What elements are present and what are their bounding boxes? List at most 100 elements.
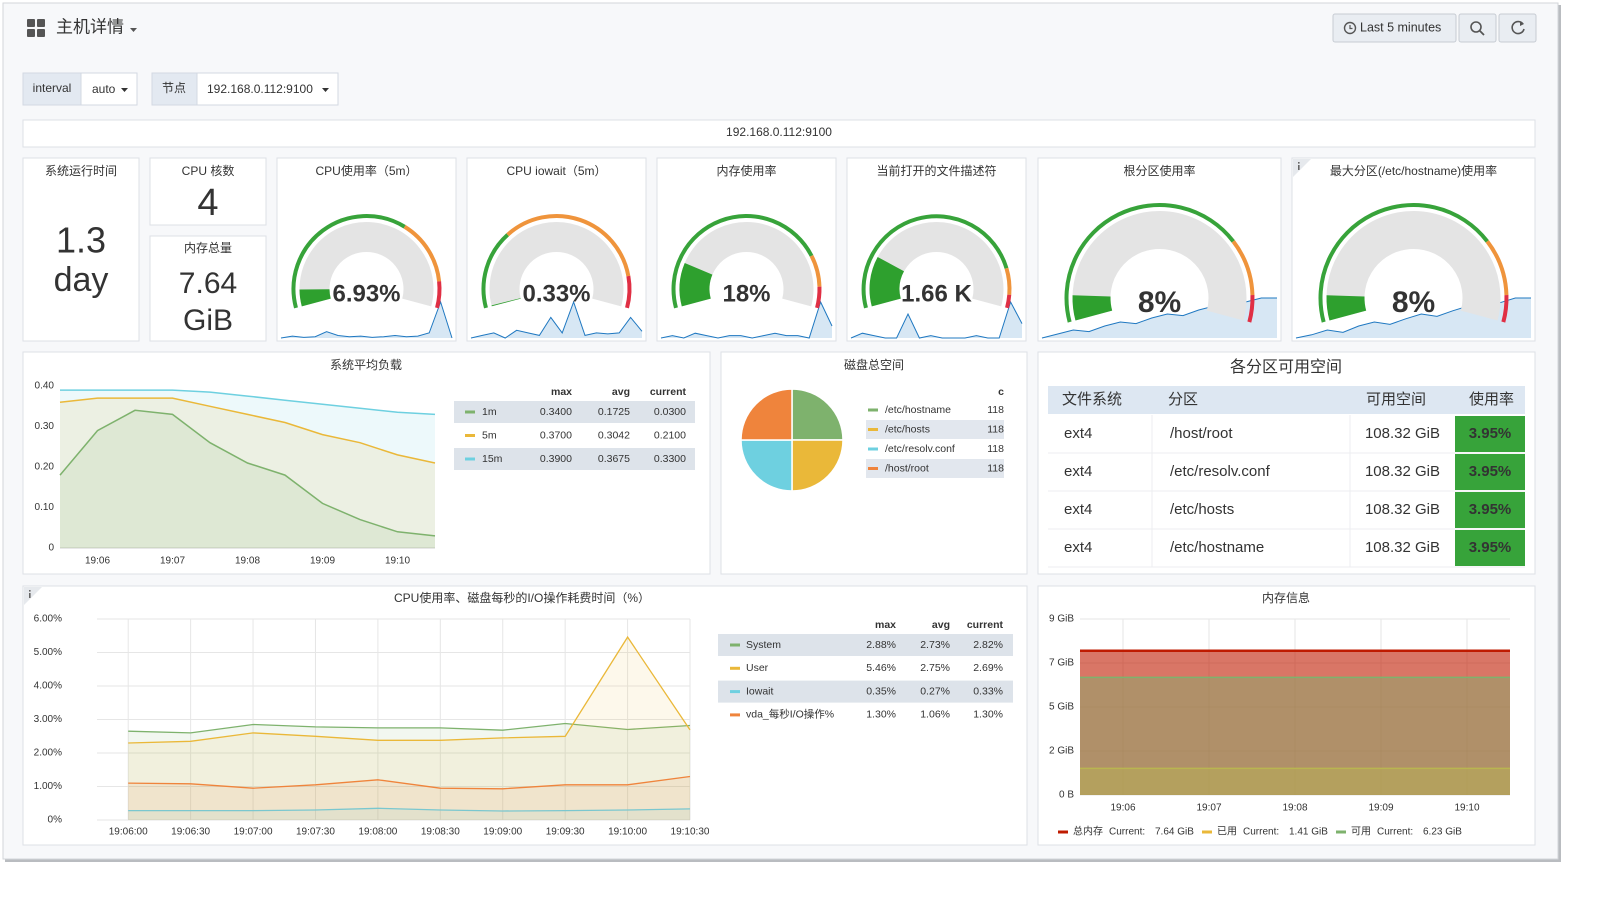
variable-value[interactable]: 192.168.0.112:9100	[207, 82, 313, 96]
variable-select[interactable]	[196, 72, 339, 106]
gauge-threshold	[1318, 203, 1489, 323]
usage-cell-bg	[1455, 454, 1525, 490]
stat-unit: GiB	[183, 304, 233, 337]
info-icon-dot	[1298, 162, 1300, 164]
y-tick-label: 7 GiB	[1049, 658, 1074, 669]
legend-column-header: avg	[932, 619, 950, 631]
x-tick-label: 19:10	[385, 556, 410, 567]
legend-value: 118	[987, 404, 1004, 416]
y-tick-label: 5 GiB	[1049, 702, 1074, 713]
usage-cell-bg	[1455, 416, 1525, 452]
x-tick-label: 19:10:30	[671, 827, 710, 838]
table-cell: 108.32 GiB	[1365, 539, 1440, 556]
gauge-value-arc	[1072, 295, 1113, 321]
stat-value: 4	[197, 182, 218, 224]
y-tick-label: 0.20	[35, 462, 55, 473]
time-range[interactable]: Last 5 minutes	[1360, 20, 1441, 34]
legend-column-header: c	[998, 386, 1004, 398]
time-picker-button[interactable]	[1332, 13, 1457, 43]
gauge-threshold	[1231, 240, 1255, 296]
gauge-threshold	[815, 286, 822, 309]
x-tick-label: 19:06	[1110, 803, 1135, 814]
refresh-button[interactable]	[1498, 13, 1537, 43]
x-tick-label: 19:07:00	[234, 827, 273, 838]
x-tick-label: 19:09:30	[546, 827, 585, 838]
gauge-background	[1072, 211, 1247, 321]
dashboard-icon[interactable]	[27, 19, 45, 37]
x-tick-label: 19:10:00	[608, 827, 647, 838]
table-cell: /etc/resolv.conf	[1170, 463, 1271, 480]
table-column-header: 文件系统	[1062, 391, 1122, 408]
legend-column-header: max	[551, 386, 572, 398]
legend-name: System	[746, 639, 781, 651]
legend-value: 2.73%	[920, 639, 950, 651]
table-cell: /etc/hostname	[1170, 539, 1264, 556]
sparkline	[660, 300, 833, 339]
legend-name: /etc/hosts	[885, 423, 930, 435]
gauge-threshold	[291, 214, 406, 309]
table-cell: ext4	[1064, 425, 1092, 442]
dashboard-title[interactable]: 主机详情	[56, 17, 124, 36]
select-caret	[121, 88, 128, 92]
legend-row-bg	[866, 459, 1004, 478]
legend-name: /etc/resolv.conf	[885, 443, 955, 455]
legend-name: Iowait	[746, 685, 774, 697]
table-column-header: 可用空间	[1366, 391, 1426, 408]
y-tick-label: 2 GiB	[1049, 746, 1074, 757]
legend-row-bg	[718, 634, 1013, 656]
series-line	[128, 807, 691, 812]
row-title[interactable]: 192.168.0.112:9100	[726, 125, 832, 139]
gauge-value-arc	[1326, 295, 1367, 321]
legend-name: 1m	[482, 406, 497, 418]
legend-value: 1.30%	[866, 709, 896, 721]
legend-value: 0.0300	[654, 406, 686, 418]
zoom-icon	[1470, 21, 1482, 33]
sparkline-area	[661, 302, 832, 338]
panel-title: 内存信息	[1262, 590, 1310, 605]
zoom-button[interactable]	[1458, 13, 1497, 43]
gauge-value: 6.93%	[332, 280, 400, 307]
legend-value: 1.30%	[973, 709, 1003, 721]
gauge-threshold	[1247, 295, 1255, 323]
stat-value: 1.3	[56, 220, 106, 261]
legend-value: 2.88%	[866, 639, 896, 651]
gauge-threshold	[1005, 294, 1012, 309]
legend-value: 5.46%	[866, 662, 896, 674]
table-column-header: 分区	[1168, 391, 1198, 408]
y-tick-label: 0	[48, 543, 54, 554]
gauge-value-arc	[869, 256, 905, 307]
table-cell: 108.32 GiB	[1365, 501, 1440, 518]
y-tick-label: 1.00%	[34, 781, 62, 792]
table-title: 各分区可用空间	[1230, 358, 1342, 376]
stat-unit: day	[54, 261, 109, 299]
gauge-title: 当前打开的文件描述符	[876, 163, 996, 178]
variable-select[interactable]	[80, 72, 138, 106]
y-tick-label: 0 B	[1059, 790, 1074, 801]
x-tick-label: 19:09	[1368, 803, 1393, 814]
table-cell: 108.32 GiB	[1365, 463, 1440, 480]
legend-value: 0.27%	[920, 685, 950, 697]
table-cell: 3.95%	[1469, 425, 1512, 442]
legend-value: 0.35%	[866, 685, 896, 697]
table-cell: ext4	[1064, 539, 1092, 556]
pie-slice	[791, 439, 844, 492]
x-tick-label: 19:06:30	[171, 827, 210, 838]
gauge-title: 内存使用率	[716, 163, 776, 178]
legend-value: 0.3300	[654, 453, 686, 465]
legend-row-bg	[454, 401, 695, 423]
variable-label: 节点	[162, 81, 186, 95]
gauge-value: 18%	[722, 280, 770, 307]
legend-value: 2.75%	[920, 662, 950, 674]
row-header[interactable]	[22, 119, 1536, 148]
clock-icon	[1343, 21, 1357, 35]
x-tick-label: 19:07	[1196, 803, 1221, 814]
y-tick-label: 2.00%	[34, 748, 62, 759]
variable-value[interactable]: auto	[92, 82, 116, 96]
gauge-value: 1.66 K	[901, 280, 972, 307]
table-cell: 3.95%	[1469, 463, 1512, 480]
y-tick-label: 3.00%	[34, 714, 62, 725]
legend-name: 已用	[1217, 827, 1237, 838]
x-tick-label: 19:08:30	[421, 827, 460, 838]
series-area	[1080, 768, 1510, 795]
legend-column-header: avg	[612, 386, 630, 398]
